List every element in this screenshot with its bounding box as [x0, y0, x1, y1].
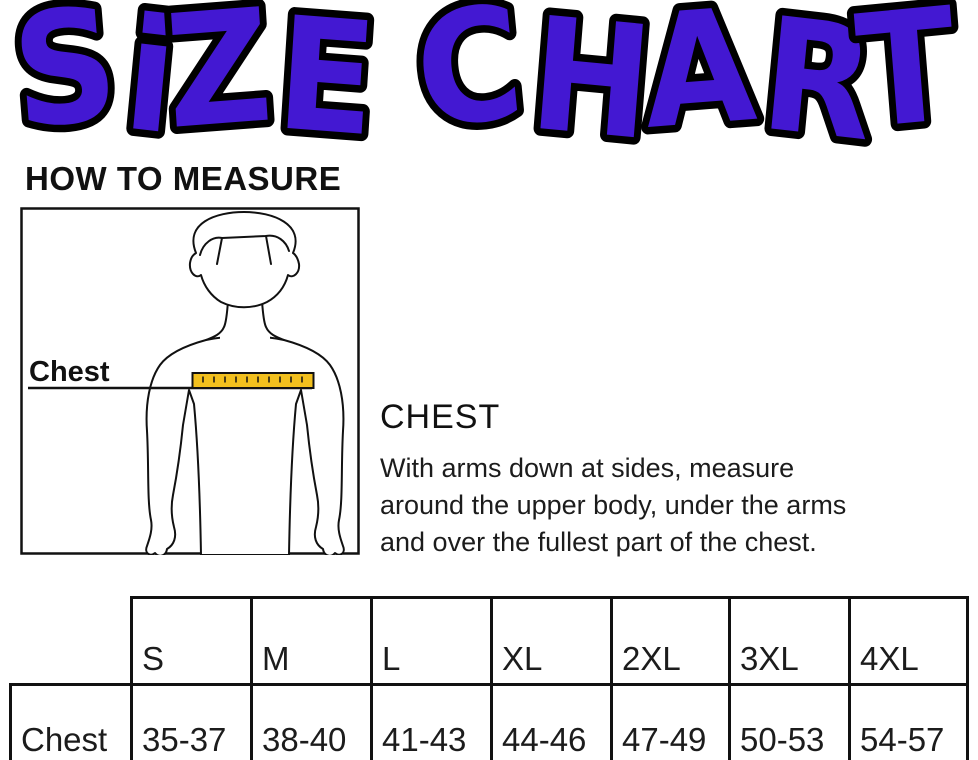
column-header-s: S	[130, 596, 253, 686]
row-label-chest: Chest	[9, 683, 133, 760]
chest-value-4xl: 54-57	[848, 683, 969, 760]
title-banner: SiZE CHART	[0, 0, 970, 183]
chest-value-s: 35-37	[130, 683, 253, 760]
table-corner-spacer	[11, 598, 132, 685]
column-header-l: L	[370, 596, 493, 686]
chest-value-l: 41-43	[370, 683, 493, 760]
diagram-chest-label: Chest	[29, 356, 110, 388]
chest-instructions: With arms down at sides, measure around …	[380, 450, 970, 561]
measurement-diagram: Chest	[20, 207, 360, 555]
sideburn-right	[265, 235, 272, 265]
chest-value-3xl: 50-53	[728, 683, 851, 760]
instruction-line: and over the fullest part of the chest.	[380, 527, 817, 557]
column-header-xl: XL	[490, 596, 613, 686]
column-header-4xl: 4XL	[848, 596, 969, 686]
size-table: S M L XL 2XL 3XL 4XL Chest 35-37 38-40 4…	[9, 596, 969, 760]
table-row-chest: Chest 35-37 38-40 41-43 44-46 47-49 50-5…	[9, 683, 969, 760]
neck-right-line	[261, 300, 285, 341]
torso-figure	[145, 335, 345, 555]
chest-section-heading: CHEST	[380, 398, 501, 436]
table-header-row: S M L XL 2XL 3XL 4XL	[11, 596, 969, 686]
instruction-line: With arms down at sides, measure	[380, 453, 795, 483]
neck	[220, 317, 270, 348]
hairline	[199, 234, 290, 256]
instruction-line: around the upper body, under the arms	[380, 490, 847, 520]
page-title: SiZE CHART	[5, 0, 962, 175]
chest-value-2xl: 47-49	[610, 683, 731, 760]
neck-left-line	[205, 300, 229, 341]
column-header-m: M	[250, 596, 373, 686]
sideburn-left	[216, 237, 223, 265]
chest-value-m: 38-40	[250, 683, 373, 760]
tape-tick-marks	[202, 376, 303, 383]
measuring-tape	[191, 372, 315, 389]
chest-value-xl: 44-46	[490, 683, 613, 760]
column-header-2xl: 2XL	[610, 596, 731, 686]
how-to-measure-heading: HOW TO MEASURE	[25, 160, 342, 197]
column-header-3xl: 3XL	[728, 596, 851, 686]
